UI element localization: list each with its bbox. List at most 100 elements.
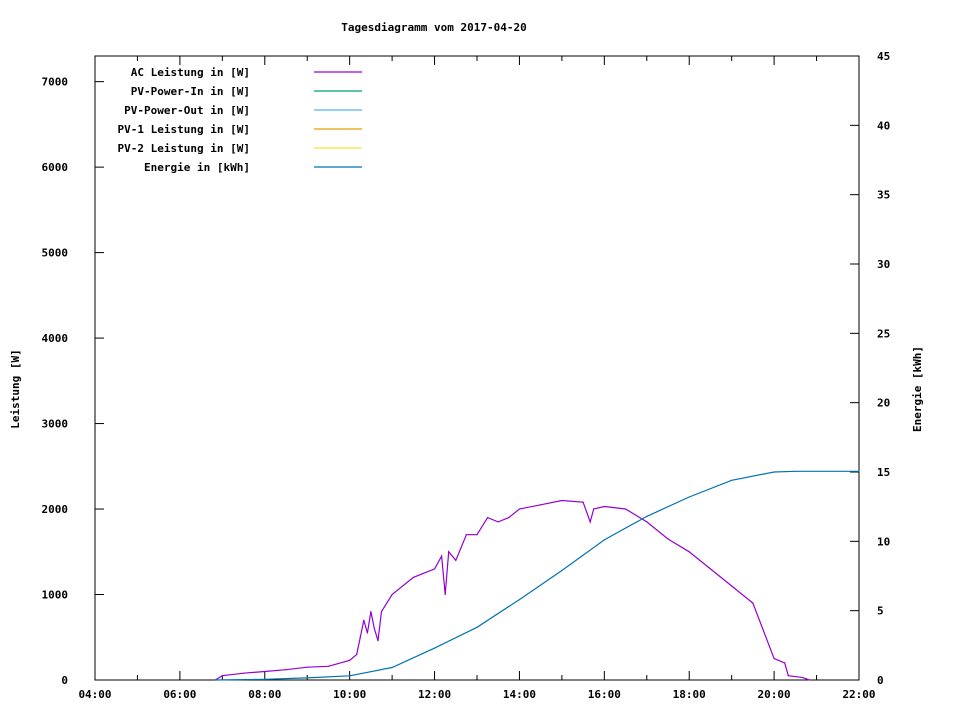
y2-axis-label: Energie [kWh] [911, 346, 924, 432]
data-point [603, 539, 605, 541]
x-tick-label: 06:00 [163, 688, 196, 701]
data-point [455, 559, 457, 561]
legend-label: AC Leistung in [W] [131, 66, 250, 79]
data-point [441, 555, 443, 557]
y-tick-label: 7000 [42, 76, 69, 89]
data-point [433, 568, 436, 570]
y-tick-label: 3000 [42, 418, 69, 431]
data-point [264, 678, 266, 680]
data-point [731, 585, 733, 587]
data-point [366, 632, 368, 634]
legend-label: PV-Power-Out in [W] [124, 104, 250, 117]
data-point [784, 662, 786, 664]
y-tick-label: 4000 [42, 332, 69, 345]
x-tick-label: 16:00 [588, 688, 621, 701]
data-point [349, 675, 351, 677]
y2-tick-label: 10 [877, 535, 890, 548]
data-point [373, 628, 376, 630]
x-tick-label: 12:00 [418, 688, 451, 701]
data-point [561, 569, 563, 572]
data-point [624, 508, 627, 510]
data-point [709, 568, 712, 570]
data-point [359, 636, 361, 638]
data-point [497, 521, 499, 523]
data-point [508, 516, 510, 519]
data-point [306, 677, 308, 679]
x-tick-label: 20:00 [758, 688, 791, 701]
series-line-0 [214, 499, 810, 681]
data-point [593, 508, 595, 510]
data-point [370, 611, 372, 613]
data-point [327, 665, 330, 667]
data-point [242, 672, 245, 674]
data-point [858, 470, 860, 472]
data-point [306, 666, 308, 668]
x-tick-label: 04:00 [78, 688, 111, 701]
data-point [752, 602, 754, 604]
y2-tick-label: 20 [877, 397, 890, 410]
legend-label: PV-2 Leistung in [W] [118, 142, 250, 155]
y2-tick-label: 30 [877, 258, 890, 271]
data-point [667, 538, 669, 540]
data-point [285, 669, 287, 671]
data-point [349, 659, 351, 661]
x-tick-label: 14:00 [503, 688, 536, 701]
data-point [391, 666, 393, 669]
y2-tick-label: 35 [877, 189, 890, 202]
y-tick-label: 2000 [42, 503, 69, 516]
data-point [356, 653, 358, 655]
data-point [688, 496, 690, 498]
data-point [646, 521, 648, 523]
data-point [808, 679, 811, 681]
data-point [688, 551, 690, 553]
data-point [589, 521, 591, 523]
data-point [487, 516, 489, 519]
series-line-1 [215, 470, 859, 681]
data-point [794, 470, 796, 472]
y-tick-label: 0 [61, 674, 68, 687]
data-point [221, 675, 223, 677]
data-point [264, 670, 266, 673]
data-point [582, 501, 584, 503]
y2-tick-label: 45 [877, 50, 890, 63]
y2-tick-label: 15 [877, 466, 890, 479]
data-point [380, 611, 383, 613]
data-point [787, 675, 789, 677]
data-point [465, 534, 467, 536]
y-axis-label: Leistung [W] [9, 349, 22, 428]
data-point [412, 576, 414, 579]
y-tick-label: 6000 [42, 161, 69, 174]
x-tick-label: 10:00 [333, 688, 366, 701]
data-point [391, 593, 393, 596]
y2-tick-label: 40 [877, 119, 890, 132]
data-point [363, 619, 365, 621]
x-tick-label: 18:00 [673, 688, 706, 701]
data-point [448, 551, 450, 553]
data-point [773, 658, 775, 660]
data-point [773, 471, 775, 473]
data-point [646, 515, 648, 517]
chart-title: Tagesdiagramm vom 2017-04-20 [341, 21, 526, 34]
x-tick-label: 08:00 [248, 688, 281, 701]
legend-label: Energie in [kWh] [144, 161, 250, 174]
data-point [731, 479, 733, 481]
data-point [561, 499, 563, 502]
data-point [444, 593, 446, 596]
data-point [476, 626, 478, 628]
data-point [540, 504, 542, 506]
legend-label: PV-Power-In in [W] [131, 85, 250, 98]
legend-label: PV-1 Leistung in [W] [118, 123, 250, 136]
data-point [518, 598, 521, 601]
data-point [214, 679, 216, 681]
data-point [476, 534, 478, 536]
data-point [603, 505, 605, 508]
data-point [518, 508, 521, 510]
x-tick-label: 22:00 [842, 688, 875, 701]
y-tick-label: 5000 [42, 247, 69, 260]
y2-tick-label: 0 [877, 674, 884, 687]
data-point [377, 640, 379, 642]
data-point [801, 676, 804, 679]
y2-tick-label: 25 [877, 327, 890, 340]
data-point [433, 647, 436, 649]
